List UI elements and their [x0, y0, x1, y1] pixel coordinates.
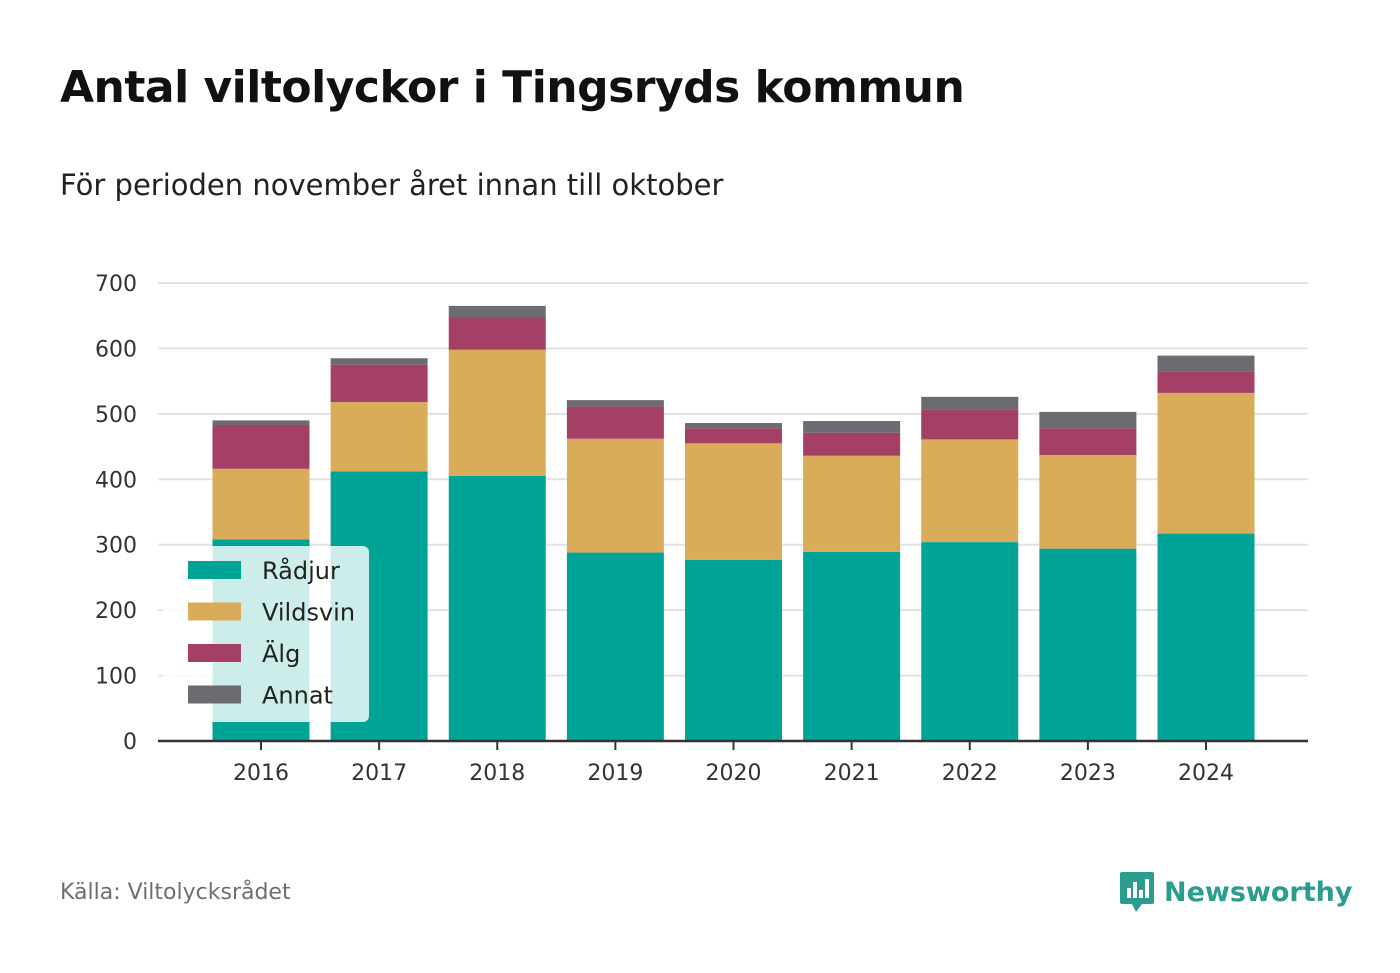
- bar-2020-vildsvin[interactable]: [685, 443, 782, 560]
- bar-2023-annat[interactable]: [1039, 411, 1137, 429]
- legend-item-annat[interactable]: Annat: [188, 682, 333, 710]
- bar-2022-älg[interactable]: [921, 409, 1019, 440]
- bar-2023-rådjur[interactable]: [1039, 548, 1137, 741]
- chart-subtitle: För perioden november året innan till ok…: [60, 168, 724, 202]
- x-tick-label: 2016: [233, 761, 289, 786]
- bar-2017-annat[interactable]: [330, 358, 428, 365]
- bar-2019-rådjur[interactable]: [566, 552, 664, 741]
- bar-2021-vildsvin[interactable]: [803, 455, 901, 552]
- bar-2018-rådjur[interactable]: [448, 476, 546, 741]
- bar-2018-vildsvin[interactable]: [448, 349, 546, 477]
- y-tick-label: 0: [123, 730, 137, 755]
- source-note: Källa: Viltolycksrådet: [60, 880, 291, 905]
- bar-2019-annat[interactable]: [566, 400, 664, 407]
- bar-2021-annat[interactable]: [803, 421, 901, 433]
- bar-2020-älg[interactable]: [685, 428, 782, 444]
- bar-2023-vildsvin[interactable]: [1039, 455, 1137, 549]
- legend-swatch: [188, 602, 241, 621]
- legend-label: Älg: [262, 639, 300, 668]
- brand-logo[interactable]: Newsworthy: [1118, 870, 1352, 914]
- y-tick-label: 100: [95, 665, 137, 690]
- bar-2024-rådjur[interactable]: [1157, 533, 1255, 741]
- bar-2018-annat[interactable]: [448, 305, 546, 318]
- x-tick-label: 2022: [942, 761, 998, 786]
- legend-label: Annat: [262, 682, 333, 710]
- legend-item-älg[interactable]: Älg: [188, 639, 300, 668]
- bar-2017-älg[interactable]: [330, 364, 428, 403]
- bar-2018-älg[interactable]: [448, 317, 546, 350]
- bar-2016-älg[interactable]: [212, 424, 310, 469]
- bar-2024-älg[interactable]: [1157, 371, 1255, 393]
- legend-swatch: [188, 561, 241, 579]
- bar-2017-vildsvin[interactable]: [330, 402, 428, 472]
- x-tick-label: 2024: [1178, 761, 1234, 786]
- legend-label: Vildsvin: [262, 599, 355, 627]
- bar-2024-vildsvin[interactable]: [1157, 392, 1255, 534]
- bar-2021-älg[interactable]: [803, 432, 901, 456]
- y-tick-label: 700: [95, 272, 137, 297]
- bar-2020-annat[interactable]: [685, 423, 782, 429]
- chart-title: Antal viltolyckor i Tingsryds kommun: [60, 62, 965, 113]
- bar-2022-vildsvin[interactable]: [921, 439, 1019, 543]
- brand-name: Newsworthy: [1164, 876, 1353, 908]
- x-tick-label: 2017: [351, 761, 407, 786]
- bar-2019-älg[interactable]: [566, 406, 664, 439]
- bar-2024-annat[interactable]: [1157, 355, 1255, 372]
- legend[interactable]: Rådjur Vildsvin Älg Annat: [163, 546, 369, 722]
- bar-2016-vildsvin[interactable]: [212, 468, 310, 540]
- bar-2020-rådjur[interactable]: [685, 559, 782, 741]
- newsworthy-logo-icon: [1120, 872, 1154, 912]
- x-tick-label: 2021: [824, 761, 880, 786]
- y-axis-ticks: 0 100 200 300 400 500 600 700: [95, 272, 137, 755]
- y-tick-label: 200: [95, 599, 137, 624]
- y-tick-label: 400: [95, 468, 137, 493]
- bar-2023-älg[interactable]: [1039, 428, 1137, 456]
- bar-2022-annat[interactable]: [921, 396, 1019, 410]
- y-tick-label: 600: [95, 337, 137, 362]
- x-tick-label: 2020: [706, 761, 762, 786]
- y-tick-label: 500: [95, 403, 137, 428]
- bar-2022-rådjur[interactable]: [921, 542, 1019, 741]
- bar-2016-annat[interactable]: [212, 420, 310, 425]
- legend-swatch: [188, 685, 241, 704]
- x-tick-label: 2018: [469, 761, 525, 786]
- legend-item-vildsvin[interactable]: Vildsvin: [188, 599, 355, 627]
- x-tick-label: 2023: [1060, 761, 1116, 786]
- x-tick-label: 2019: [587, 761, 643, 786]
- x-axis-ticks: 2016 2017 2018 2019 2020 2021 2022 2023 2024: [233, 741, 1234, 786]
- bar-2019-vildsvin[interactable]: [566, 438, 664, 553]
- legend-item-rådjur[interactable]: Rådjur: [188, 556, 340, 585]
- legend-label: Rådjur: [262, 556, 340, 585]
- legend-box: [163, 546, 369, 722]
- bar-2021-rådjur[interactable]: [803, 551, 901, 741]
- legend-swatch: [188, 644, 241, 662]
- y-tick-label: 300: [95, 534, 137, 559]
